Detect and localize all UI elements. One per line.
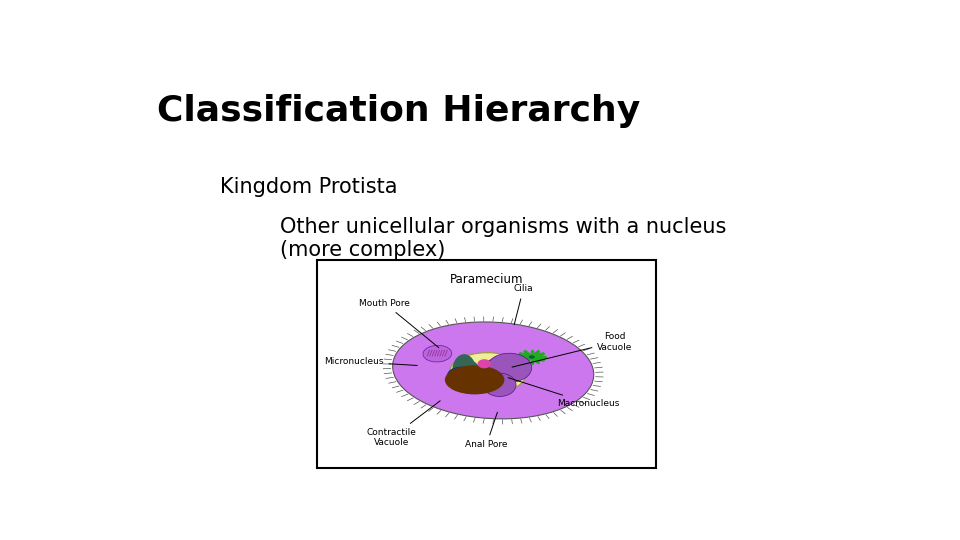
Ellipse shape <box>393 322 593 419</box>
Ellipse shape <box>459 360 481 389</box>
Text: Macronucleus: Macronucleus <box>508 377 619 408</box>
Ellipse shape <box>487 353 532 382</box>
Ellipse shape <box>423 346 452 362</box>
Ellipse shape <box>529 355 535 359</box>
Text: Anal Pore: Anal Pore <box>466 412 508 449</box>
Ellipse shape <box>444 365 504 394</box>
Text: Micronucleus: Micronucleus <box>324 357 418 366</box>
Ellipse shape <box>489 360 495 363</box>
Ellipse shape <box>452 354 476 387</box>
Text: Other unicellular organisms with a nucleus
(more complex): Other unicellular organisms with a nucle… <box>280 217 727 260</box>
Ellipse shape <box>477 359 491 368</box>
Text: Contractile
Vacuole: Contractile Vacuole <box>367 401 441 447</box>
Text: Food
Vacuole: Food Vacuole <box>512 332 633 367</box>
Text: Paramecium: Paramecium <box>449 273 523 286</box>
Text: Classification Hierarchy: Classification Hierarchy <box>157 94 640 128</box>
Text: Kingdom Protista: Kingdom Protista <box>221 177 398 197</box>
Ellipse shape <box>455 370 479 387</box>
Text: Cilia: Cilia <box>514 285 533 325</box>
Bar <box>317 260 656 468</box>
Text: Mouth Pore: Mouth Pore <box>359 299 439 348</box>
Ellipse shape <box>447 367 473 385</box>
Ellipse shape <box>483 373 516 396</box>
Ellipse shape <box>449 353 527 393</box>
